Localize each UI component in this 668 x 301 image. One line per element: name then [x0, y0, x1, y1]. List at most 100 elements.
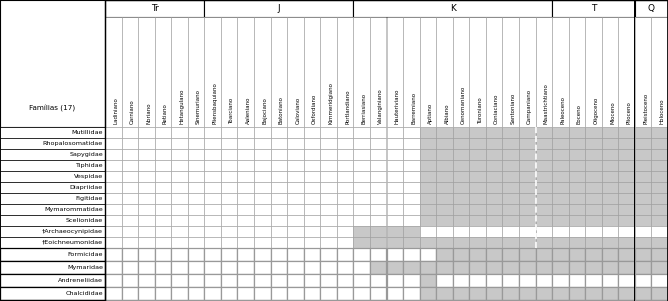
Bar — [635, 0, 668, 17]
Bar — [568, 215, 585, 226]
Bar — [387, 149, 403, 160]
Bar — [353, 237, 370, 248]
Bar — [105, 138, 122, 149]
Bar — [568, 127, 585, 138]
Bar — [552, 226, 568, 237]
Bar — [237, 127, 254, 138]
Bar — [138, 248, 155, 261]
Bar — [171, 226, 188, 237]
Text: Portlandiano: Portlandiano — [345, 89, 350, 124]
Bar — [155, 300, 171, 301]
Bar — [585, 248, 602, 261]
Bar — [188, 248, 204, 261]
Bar — [502, 226, 519, 237]
Bar — [403, 261, 420, 274]
Bar — [254, 149, 271, 160]
Bar — [568, 237, 585, 248]
Bar — [122, 138, 138, 149]
Bar — [602, 193, 619, 204]
Bar — [436, 149, 453, 160]
Bar — [105, 182, 122, 193]
Bar — [602, 300, 619, 301]
Bar — [602, 274, 619, 287]
Bar — [188, 237, 204, 248]
Bar — [337, 182, 353, 193]
Bar — [254, 226, 271, 237]
Text: Oligoceno: Oligoceno — [593, 97, 599, 124]
Bar — [204, 160, 221, 171]
Bar — [635, 226, 651, 237]
Bar — [138, 300, 155, 301]
Bar — [619, 149, 635, 160]
Bar — [502, 287, 519, 300]
Text: Mioceno: Mioceno — [610, 101, 615, 124]
Bar — [470, 127, 486, 138]
Bar — [122, 182, 138, 193]
Text: Pliensbaquiano: Pliensbaquiano — [212, 82, 218, 124]
Bar — [420, 287, 436, 300]
Bar — [237, 215, 254, 226]
Bar — [519, 300, 536, 301]
Bar — [271, 127, 287, 138]
Bar — [552, 287, 568, 300]
Bar — [188, 127, 204, 138]
Bar — [320, 127, 337, 138]
Bar — [287, 226, 304, 237]
Bar — [287, 300, 304, 301]
Bar — [403, 160, 420, 171]
Bar — [337, 261, 353, 274]
Bar — [420, 17, 436, 127]
Bar — [436, 300, 453, 301]
Text: Valanginiano: Valanginiano — [378, 88, 383, 124]
Bar — [585, 160, 602, 171]
Bar — [254, 237, 271, 248]
Bar — [320, 261, 337, 274]
Text: Rhopalosomatidae: Rhopalosomatidae — [43, 141, 103, 146]
Text: Batoniano: Batoniano — [279, 96, 284, 124]
Bar — [651, 171, 668, 182]
Bar — [155, 127, 171, 138]
Bar — [568, 149, 585, 160]
Bar — [105, 274, 122, 287]
Bar — [204, 237, 221, 248]
Bar — [271, 215, 287, 226]
Bar — [387, 138, 403, 149]
Bar — [470, 149, 486, 160]
Bar — [568, 171, 585, 182]
Bar — [370, 274, 387, 287]
Bar — [486, 149, 502, 160]
Bar — [387, 287, 403, 300]
Text: Eoceno: Eoceno — [577, 104, 582, 124]
Bar — [585, 182, 602, 193]
Bar — [651, 182, 668, 193]
Bar — [519, 237, 536, 248]
Bar — [635, 261, 651, 274]
Bar — [138, 171, 155, 182]
Bar — [271, 274, 287, 287]
Bar — [436, 215, 453, 226]
Bar — [304, 215, 320, 226]
Bar — [105, 0, 668, 301]
Bar — [188, 193, 204, 204]
Bar — [619, 160, 635, 171]
Bar — [171, 261, 188, 274]
Text: Mutillidae: Mutillidae — [71, 130, 103, 135]
Bar — [536, 17, 552, 127]
Bar — [470, 274, 486, 287]
Bar — [304, 149, 320, 160]
Bar — [155, 215, 171, 226]
Bar — [387, 204, 403, 215]
Bar — [122, 274, 138, 287]
Bar — [651, 248, 668, 261]
Bar — [436, 160, 453, 171]
Bar — [221, 287, 237, 300]
Bar — [221, 215, 237, 226]
Bar — [271, 261, 287, 274]
Bar — [0, 138, 105, 149]
Bar — [453, 261, 470, 274]
Bar — [221, 149, 237, 160]
Bar — [403, 226, 420, 237]
Bar — [188, 226, 204, 237]
Bar — [0, 149, 105, 160]
Bar — [602, 237, 619, 248]
